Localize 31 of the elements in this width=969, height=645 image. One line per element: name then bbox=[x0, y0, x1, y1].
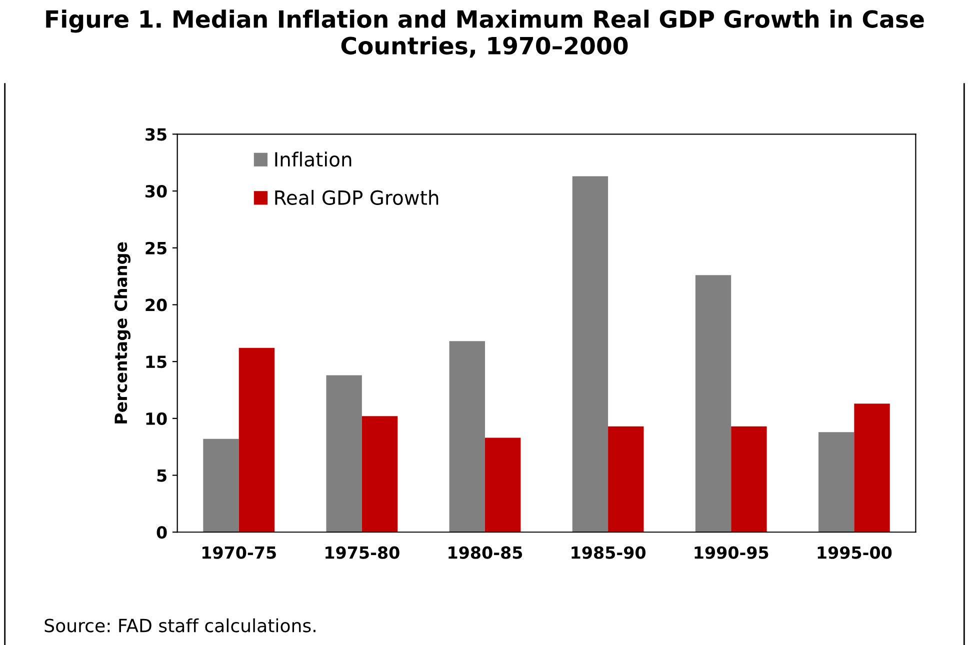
x-tick-label: 1980-85 bbox=[448, 546, 522, 559]
y-tick-label: 30 bbox=[146, 184, 167, 198]
y-tick-label: 25 bbox=[146, 242, 166, 254]
bar bbox=[731, 426, 767, 532]
bar bbox=[484, 438, 521, 532]
bar bbox=[695, 275, 732, 532]
y-axis-title: Percentage Change bbox=[114, 242, 131, 424]
x-tick-label: 1975-80 bbox=[326, 546, 400, 559]
y-tick-label: 0 bbox=[156, 526, 167, 539]
y-tick-label: 35 bbox=[146, 128, 166, 141]
bar bbox=[362, 416, 398, 532]
y-tick-label: 5 bbox=[157, 469, 166, 482]
chart-title: Figure 1. Median Inflation and Maximum Real GDP Growth in Case Countries, 1970–2000 bbox=[46, 10, 924, 58]
y-tick-label: 15 bbox=[146, 356, 166, 368]
bar bbox=[326, 375, 362, 532]
x-tick-label: 1990-95 bbox=[694, 546, 768, 559]
legend-label: Inflation bbox=[275, 152, 352, 167]
bar bbox=[854, 404, 890, 532]
bar bbox=[203, 438, 239, 532]
bar bbox=[572, 176, 608, 532]
legend-label: Real GDP Growth bbox=[275, 190, 438, 205]
bar bbox=[449, 341, 485, 532]
x-tick-label: 1995-00 bbox=[818, 546, 892, 559]
y-tick-label: 20 bbox=[146, 298, 167, 312]
bar bbox=[818, 432, 854, 532]
x-tick-label: 1970-75 bbox=[202, 546, 276, 559]
y-tick-label: 10 bbox=[146, 412, 167, 425]
source-note: Source: FAD staff calculations. bbox=[44, 618, 316, 632]
bar bbox=[238, 348, 275, 532]
bar bbox=[608, 426, 644, 532]
x-tick-label: 1985-90 bbox=[572, 546, 646, 559]
